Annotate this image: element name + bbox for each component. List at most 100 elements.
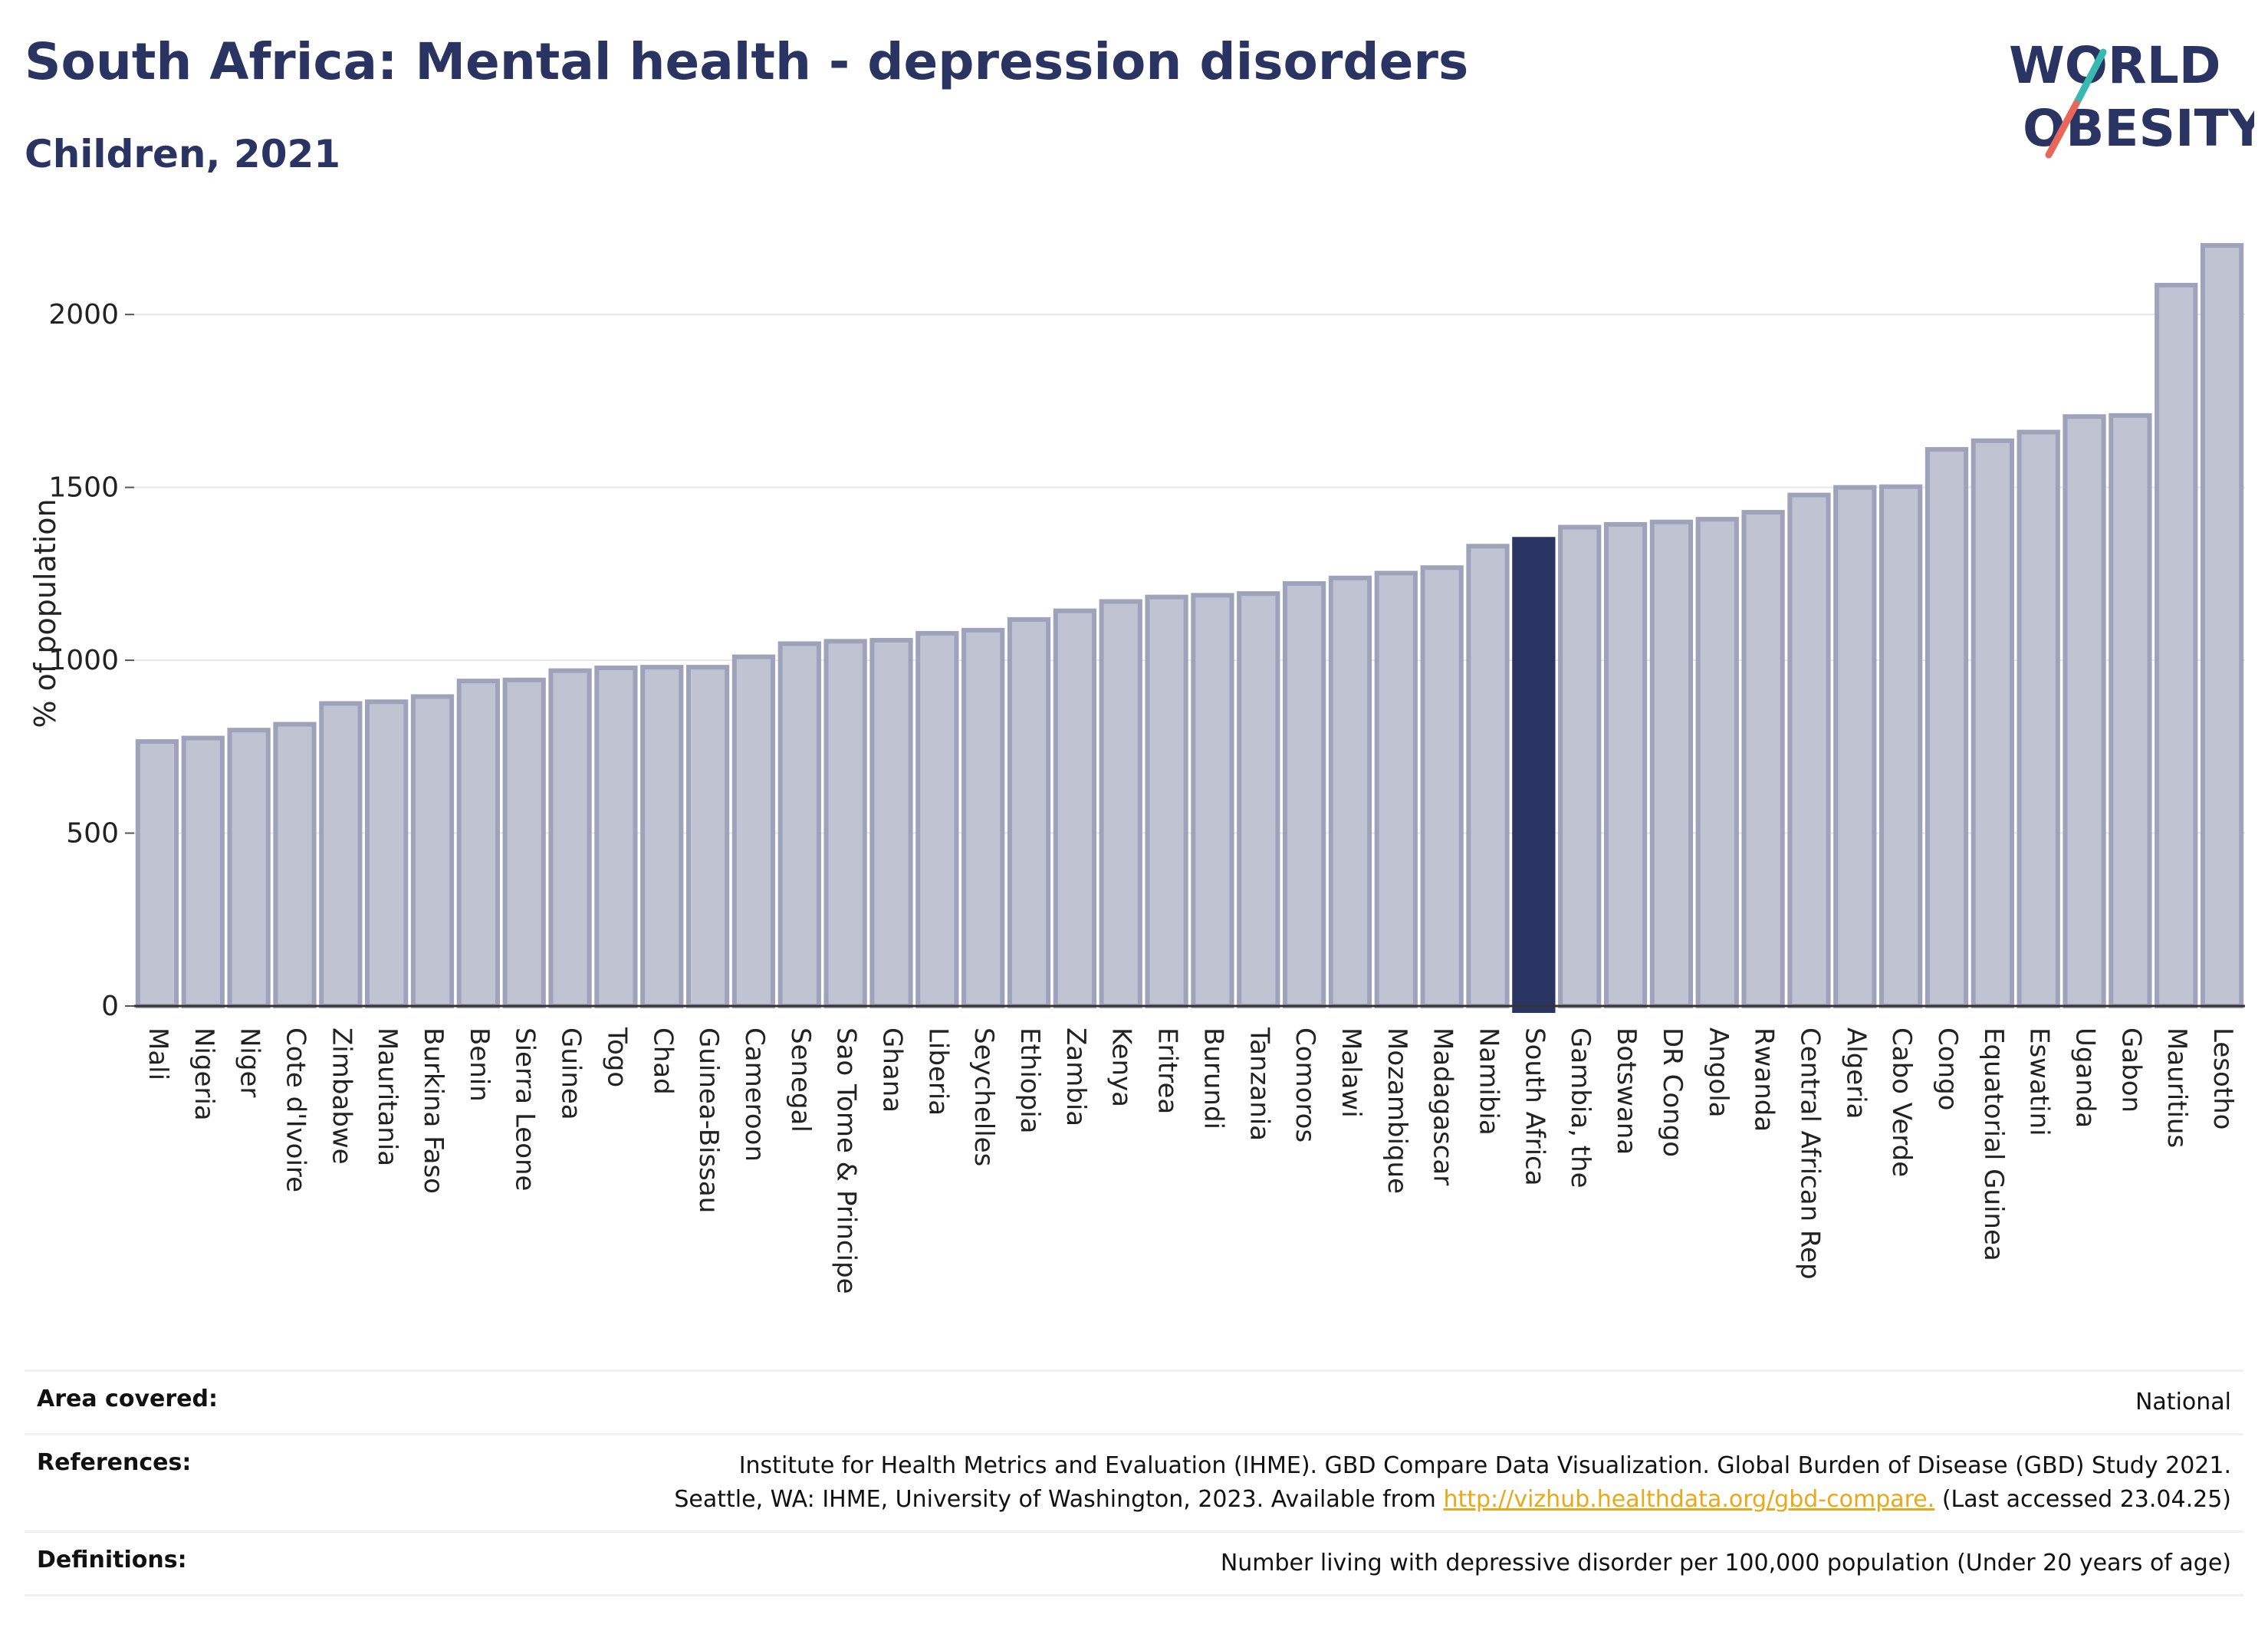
bar-mauritania [365,699,409,1008]
bar-mauritius [2155,282,2198,1008]
bar-liberia [915,630,959,1008]
x-tick-label: Gabon [2115,1027,2146,1113]
bar-congo [1925,447,1969,1008]
x-tick-label: Gambia, the [1565,1027,1596,1189]
chart-footer: Area covered: National References: Insti… [25,1369,2243,1596]
x-tick-label: Ghana [876,1027,907,1113]
x-tick-label: Zimbabwe [326,1027,357,1165]
x-tick-label: South Africa [1519,1027,1550,1186]
x-tick-label: Eswatini [2024,1027,2055,1136]
x-tick-label: Comoros [1290,1027,1320,1142]
x-tick-label: Sierra Leone [510,1027,541,1191]
x-tick-label: Senegal [785,1027,816,1133]
world-obesity-logo: WORLD OBESITY [2009,36,2254,159]
bar-senegal [777,641,821,1008]
bar-lesotho [2200,243,2244,1008]
x-tick-label: Algeria [1840,1027,1871,1119]
x-tick-label: Ethiopia [1014,1027,1045,1133]
bar-eritrea [1145,594,1188,1008]
x-tick-label: DR Congo [1657,1027,1688,1157]
bar-cote-d-ivoire [273,722,317,1008]
x-tick-label: Equatorial Guinea [1978,1027,2009,1261]
bar-malawi [1328,575,1372,1008]
bar-gambia-the [1558,524,1602,1008]
bar-nigeria [181,735,225,1009]
references-line2-pre: Seattle, WA: IHME, University of Washing… [674,1486,1444,1513]
x-tick-label: Central African Rep [1794,1027,1825,1280]
bar-dr-congo [1649,519,1694,1008]
bar-ethiopia [1007,616,1051,1008]
x-tick-label: Eritrea [1152,1027,1183,1114]
bar-burkina-faso [410,694,455,1008]
x-tick-label: Zambia [1060,1027,1091,1126]
definitions-row: Definitions: Number living with depressi… [25,1530,2243,1596]
y-axis-label: % of population [28,498,62,728]
x-tick-label: Cote d'Ivoire [280,1027,311,1192]
y-tick-label: 500 [66,818,119,850]
bar-benin [456,679,500,1008]
bar-chart: 0 500 1000 1500 2000 Mali Nigeria Niger Cote d'… [28,243,2245,1294]
x-tick-label: Uganda [2070,1027,2101,1128]
x-tick-label: Malawi [1336,1027,1366,1118]
bar-niger [227,728,271,1008]
y-tick-label: 1500 [48,472,119,504]
bar-togo [594,666,638,1009]
bar-chad [640,665,684,1008]
bar-kenya [1099,599,1142,1008]
x-tick-label: Benin [464,1027,495,1102]
bar-zambia [1053,608,1097,1008]
references-value: Institute for Health Metrics and Evaluat… [674,1449,2231,1517]
bar-gabon [2109,413,2152,1008]
bar-botswana [1603,521,1648,1008]
bar-ghana [869,637,913,1008]
x-tick-label: Guinea-Bissau [693,1027,724,1213]
x-tick-label: Madagascar [1428,1027,1458,1185]
bar-guinea-bissau [685,665,730,1008]
bar-cabo-verde [1879,484,1923,1008]
bar-uganda [2063,414,2106,1008]
references-line2-post: (Last accessed 23.04.25) [1934,1486,2231,1513]
references-link[interactable]: http://vizhub.healthdata.org/gbd-compare… [1443,1486,1935,1513]
x-tick-label: Mali [143,1027,173,1080]
bar-seychelles [961,627,1005,1008]
bar-algeria [1833,485,1877,1008]
x-tick-label: Rwanda [1749,1027,1780,1132]
y-tick-label: 0 [101,991,119,1022]
definitions-label: Definitions: [37,1547,187,1573]
x-tick-label: Niger [235,1027,265,1097]
x-tick-label: Nigeria [189,1027,219,1121]
area-covered-value: National [2135,1389,2231,1415]
references-line1: Institute for Health Metrics and Evaluat… [738,1452,2231,1479]
x-tick-label: Burundi [1198,1027,1228,1129]
x-tick-label: Cameroon [739,1027,770,1162]
x-tick-label: Guinea [556,1027,587,1120]
bar-madagascar [1420,565,1464,1008]
bars [135,243,2244,1013]
x-tick-label: Sao Tome & Principe [831,1027,862,1294]
x-tick-label: Congo [1932,1027,1963,1110]
x-tick-label: Liberia [922,1027,953,1116]
bar-angola [1695,517,1739,1008]
chart-subtitle: Children, 2021 [25,132,341,176]
bar-eswatini [2017,429,2060,1008]
references-row: References: Institute for Health Metrics… [25,1433,2243,1530]
x-tick-label: Mauritania [372,1027,403,1166]
bar-tanzania [1237,591,1280,1008]
x-tick-label: Burkina Faso [418,1027,449,1194]
bar-mali [135,739,179,1009]
bar-cameroon [731,654,776,1009]
area-covered-label: Area covered: [37,1386,218,1412]
bar-comoros [1282,580,1326,1008]
bar-central-african-rep [1787,492,1831,1008]
bar-sao-tome-principe [823,639,867,1008]
y-tick-label: 2000 [48,299,119,330]
y-tick-label: 1000 [48,645,119,676]
bar-zimbabwe [319,701,363,1008]
bar-equatorial-guinea [1971,438,2014,1008]
bar-rwanda [1741,510,1785,1008]
references-label: References: [37,1449,192,1476]
bar-burundi [1191,593,1234,1008]
logo-line1: WORLD [2009,36,2221,95]
x-tick-label: Kenya [1106,1027,1137,1107]
x-tick-label: Angola [1703,1027,1734,1117]
